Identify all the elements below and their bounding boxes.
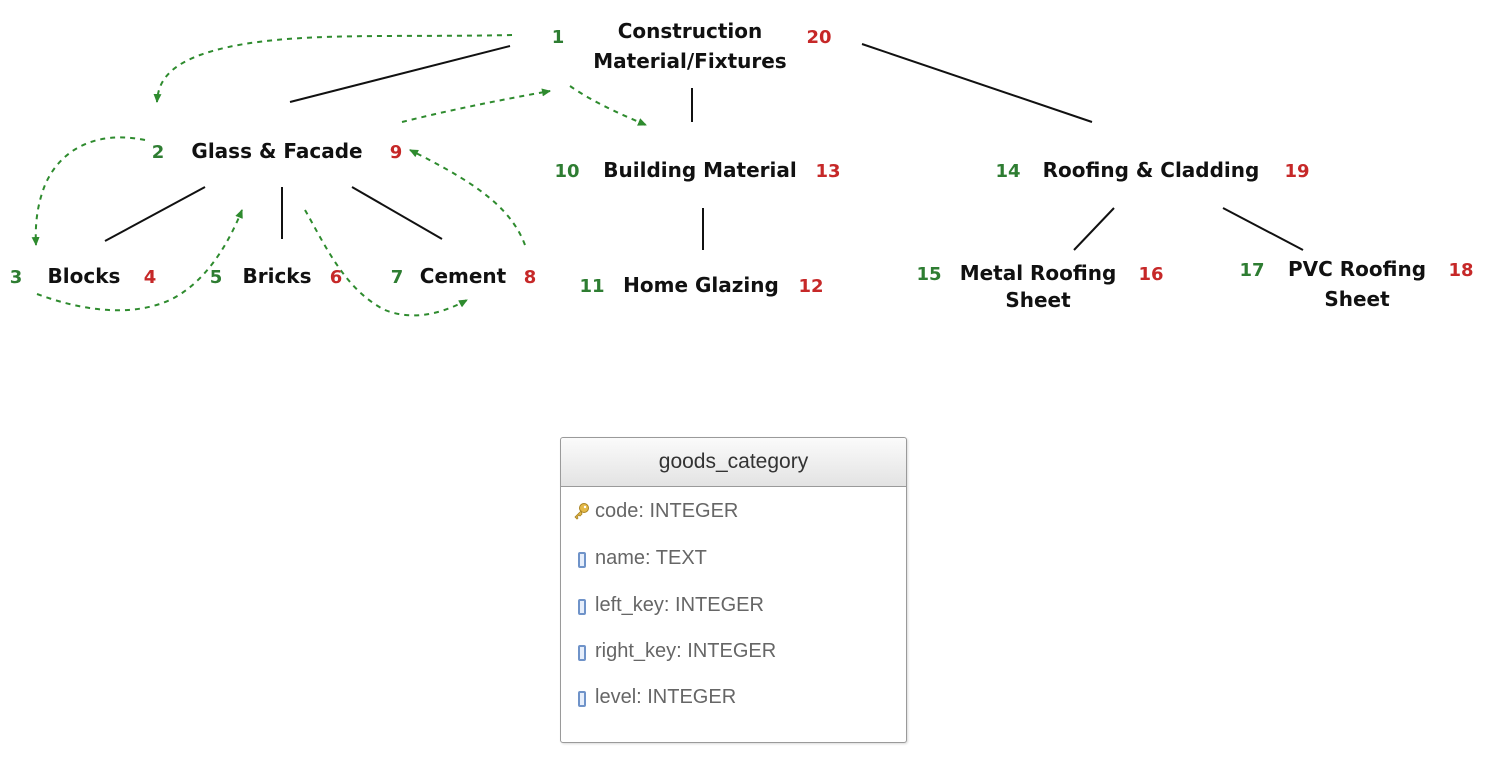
right-key-label: 20 [806,27,831,48]
edge-roofing-metal [1073,207,1115,251]
traversal-arrow-9-to-10 [401,88,551,123]
field-label: code: INTEGER [595,499,739,522]
goods-category-table: goods_category code: INTEGER name: TEXT … [560,437,907,743]
node-label: Cement [420,264,507,288]
tree-edges [104,43,1304,251]
right-key-label: 12 [798,276,823,297]
traversal-arrow-1-to-2 [153,34,513,103]
edge-glass-blocks [104,186,206,242]
node-label: Building Material [603,158,796,182]
node-label: Blocks [48,264,121,288]
left-key-label: 10 [554,161,579,182]
left-key-label: 1 [552,27,565,48]
table-title: goods_category [561,438,906,487]
node-label: Bricks [242,264,311,288]
column-icon [573,686,591,708]
right-key-label: 8 [524,267,537,288]
traversal-arrows [31,34,647,317]
right-key-label: 16 [1138,264,1163,285]
left-key-label: 5 [210,267,223,288]
tree-node-glass: 2 Glass & Facade 9 [152,139,403,163]
left-key-label: 17 [1239,260,1264,281]
field-level: level: INTEGER [573,682,736,712]
right-key-label: 13 [815,161,840,182]
node-label-line-2: Material/Fixtures [593,49,786,73]
node-label-line-2: Sheet [1005,288,1071,312]
edge-glass-cement [351,186,443,240]
right-key-label: 9 [390,142,403,163]
traversal-arrow-8-to-9 [409,149,526,246]
left-key-label: 11 [579,276,604,297]
traversal-arrow-6-to-7 [304,209,468,317]
field-label: level: INTEGER [595,685,737,708]
edge-construction-glass [289,45,511,103]
tree-node-construction: 1 Construction Material/Fixtures 20 [552,19,832,73]
right-key-label: 18 [1448,260,1473,281]
traversal-arrow-1-to-10 [569,85,647,126]
node-label: Roofing & Cladding [1043,158,1260,182]
field-code: code: INTEGER [573,496,738,526]
node-label-line-1: Metal Roofing [960,261,1117,285]
traversal-arrow-4-to-5 [36,209,243,312]
field-name: name: TEXT [573,543,707,573]
node-label-line-2: Sheet [1324,287,1390,311]
right-key-label: 4 [144,267,157,288]
tree-node-metal: 15 Metal Roofing Sheet 16 [916,261,1163,312]
left-key-label: 2 [152,142,165,163]
column-icon [573,594,591,616]
left-key-label: 14 [995,161,1020,182]
node-label: Home Glazing [623,273,779,297]
column-icon [573,547,591,569]
edge-roofing-pvc [1222,207,1304,251]
column-icon [573,640,591,662]
traversal-arrow-2-to-3 [31,136,146,246]
tree-node-cement: 7 Cement 8 [391,264,537,288]
edge-construction-roofing [861,43,1093,123]
field-label: left_key: INTEGER [595,593,764,616]
key-icon [573,500,591,522]
tree-node-pvc: 17 PVC Roofing Sheet 18 [1239,257,1473,311]
left-key-label: 3 [10,267,23,288]
field-right-key: right_key: INTEGER [573,636,776,666]
tree-node-blocks: 3 Blocks 4 [10,264,157,288]
left-key-label: 7 [391,267,404,288]
right-key-label: 19 [1284,161,1309,182]
field-label: name: TEXT [595,546,707,569]
right-key-label: 6 [330,267,343,288]
node-label-line-1: PVC Roofing [1288,257,1426,281]
field-label: right_key: INTEGER [595,639,777,662]
left-key-label: 15 [916,264,941,285]
field-left-key: left_key: INTEGER [573,590,764,620]
node-label: Glass & Facade [191,139,362,163]
node-label-line-1: Construction [618,19,762,43]
tree-node-building: 10 Building Material 13 [554,158,840,182]
tree-node-bricks: 5 Bricks 6 [210,264,343,288]
tree-node-homeglazing: 11 Home Glazing 12 [579,273,823,297]
tree-node-roofing: 14 Roofing & Cladding 19 [995,158,1309,182]
